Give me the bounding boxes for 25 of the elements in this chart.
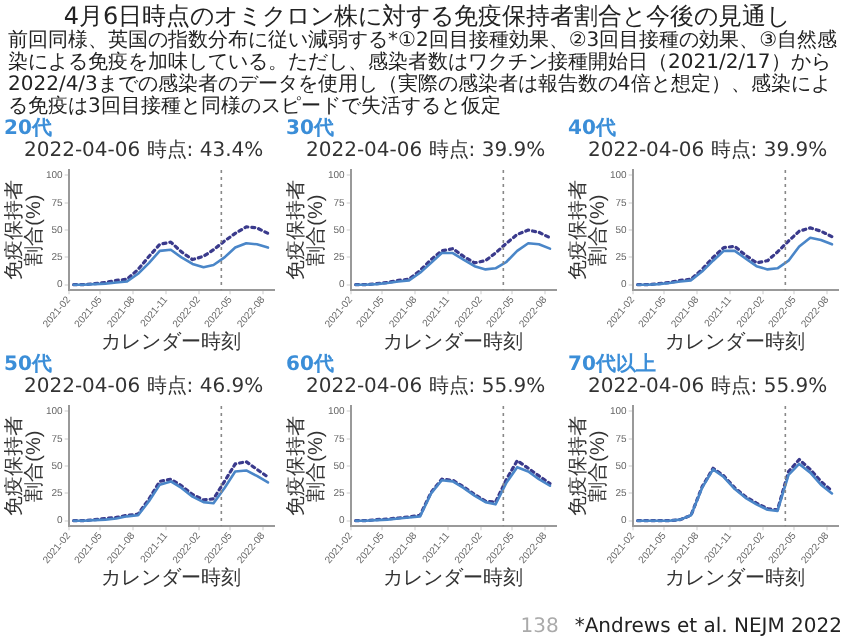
chart-subtitle: 2022-04-06 時点: 39.9% — [304, 140, 548, 162]
x-axis-title: カレンダー時刻 — [101, 565, 242, 590]
chart-title: 20代 — [4, 118, 54, 140]
chart-title: 70代以上 — [568, 354, 658, 376]
x-axis-title: カレンダー時刻 — [665, 329, 806, 354]
chart-title: 50代 — [4, 354, 54, 376]
line-series — [72, 225, 270, 287]
text: 138 — [520, 616, 559, 638]
text: *Andrews et al. NEJM 2022 — [574, 616, 842, 638]
chart-subtitle: 2022-04-06 時点: 55.9% — [586, 376, 830, 398]
text: 前回同様、英国の指数分布に従い減弱する*①2回目接種効果、②3回目接種の効果、③自然感染による免疫を加味している。ただし、感染者数はワクチン接種開始日（2021/2/17）から2022/4/3までの感染者のデータを使用し（実際の感染者は報告数の4倍と想定）、感染による免疫は3回目接種と同様のスピードで失活すると仮定 — [8, 30, 840, 118]
chart-subtitle: 2022-04-06 時点: 46.9% — [22, 376, 266, 398]
chart-subtitle: 2022-04-06 時点: 55.9% — [304, 376, 548, 398]
x-axis-title: カレンダー時刻 — [101, 329, 242, 354]
line-series — [636, 226, 834, 287]
text: 4月6日時点のオミクロン株に対する免疫保持者割合と今後の見通し — [61, 2, 793, 30]
chart-subtitle: 2022-04-06 時点: 39.9% — [586, 140, 830, 162]
line-series — [354, 228, 552, 287]
chart-title: 60代 — [286, 354, 336, 376]
x-axis-title: カレンダー時刻 — [383, 565, 524, 590]
x-axis-title: カレンダー時刻 — [665, 565, 806, 590]
chart-subtitle: 2022-04-06 時点: 43.4% — [22, 140, 266, 162]
chart-title: 30代 — [286, 118, 336, 140]
chart-title: 40代 — [568, 118, 618, 140]
x-axis-title: カレンダー時刻 — [383, 329, 524, 354]
